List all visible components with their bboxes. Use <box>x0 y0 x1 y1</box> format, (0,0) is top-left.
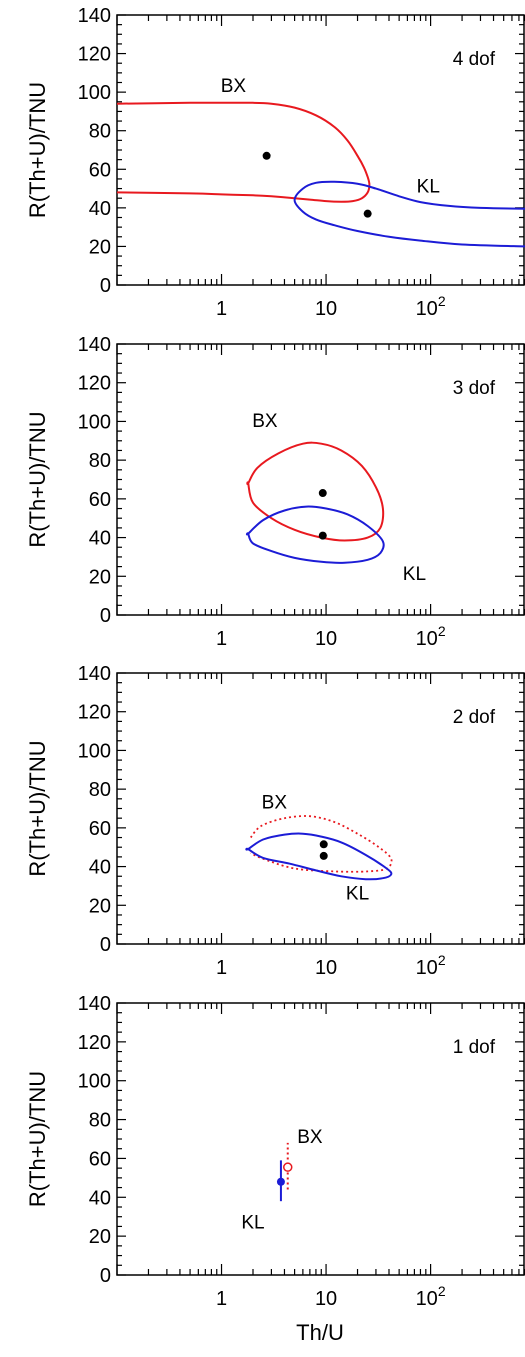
panel-3-dof-label: 2 dof <box>453 707 496 728</box>
panel-4-ytick-label: 20 <box>89 1226 111 1248</box>
panel-3-xtick-label: 1 <box>216 957 227 979</box>
panel-3-ytick-label: 80 <box>89 779 111 801</box>
panel-3-ytick-label: 120 <box>78 702 111 724</box>
panel-4-xtick-label: 1 <box>216 1288 227 1310</box>
panel-1-ytick-label: 0 <box>100 275 111 297</box>
panel-3-best-fit-point <box>319 851 328 860</box>
panel-4-ytick-label: 100 <box>78 1071 111 1093</box>
panel-1-series-bx-contour <box>117 101 371 203</box>
panel-2-ytick-label: 80 <box>89 450 111 472</box>
chart-panel-2-dof: 0 20 40 60 80 100 120 140 1 10 102 R(Th+U)/TNU 2 dof… <box>25 663 525 979</box>
panel-4-ytick-label: 60 <box>89 1148 111 1170</box>
panel-2-ytick-label: 120 <box>78 373 111 395</box>
panel-1-ytick-label: 80 <box>89 121 111 143</box>
panel-4-ytick-label: 120 <box>78 1032 111 1054</box>
panel-1-xtick-label: 10 <box>315 298 337 320</box>
panel-1-dof-label: 4 dof <box>453 49 496 70</box>
panel-1-xtick-label: 102 <box>416 293 446 320</box>
panel-3-ytick-label: 20 <box>89 895 111 917</box>
chart-panel-3-dof: 0 20 40 60 80 100 120 140 1 10 102 R(Th+U)/TNU 3 dof… <box>25 334 525 650</box>
panel-3-best-fit-point <box>319 840 328 849</box>
panel-2-xtick-label: 102 <box>416 623 446 650</box>
panel-3-series-label-kl: KL <box>346 883 369 904</box>
panel-4-series-label-bx: BX <box>297 1127 323 1148</box>
panel-3-ytick-label: 140 <box>78 663 111 685</box>
panel-3-xtick-label: 10 <box>315 957 337 979</box>
panel-2-ytick-label: 60 <box>89 489 111 511</box>
panel-3-ytick-label: 100 <box>78 740 111 762</box>
panel-4-series-kl-point <box>276 1177 285 1186</box>
panel-1-best-fit-point <box>262 151 271 160</box>
panel-1-best-fit-point <box>363 209 372 218</box>
panel-1-ytick-label: 20 <box>89 236 111 258</box>
panel-2-series-label-kl: KL <box>403 564 426 585</box>
panel-1-ytick-label: 120 <box>78 44 111 66</box>
panel-2-series-bx-contour <box>246 441 385 542</box>
panel-2-series-kl-contour <box>245 505 385 564</box>
panel-1-series-label-kl: KL <box>417 176 440 197</box>
panel-4-series-bx-point <box>283 1162 293 1172</box>
x-axis-label: Th/U <box>296 1320 344 1345</box>
panel-4-xtick-label: 10 <box>315 1288 337 1310</box>
panel-4-dof-label: 1 dof <box>453 1037 496 1058</box>
panel-1-series-kl-contour <box>293 180 525 248</box>
panel-4-series-label-kl: KL <box>241 1212 264 1233</box>
panel-3-ytick-label: 0 <box>100 934 111 956</box>
panel-2-ytick-label: 20 <box>89 566 111 588</box>
panel-1-ytick-label: 100 <box>78 82 111 104</box>
panel-4-ytick-label: 80 <box>89 1110 111 1132</box>
panel-2-ytick-label: 0 <box>100 605 111 627</box>
panel-3-ytick-label: 60 <box>89 818 111 840</box>
panel-1-ytick-label: 140 <box>78 5 111 27</box>
panel-1-ytick-label: 40 <box>89 198 111 220</box>
panel-4-ytick-label: 0 <box>100 1265 111 1287</box>
panel-3-y-axis-label: R(Th+U)/TNU <box>25 740 50 876</box>
panel-4-ytick-label: 40 <box>89 1187 111 1209</box>
panel-2-best-fit-point <box>318 531 327 540</box>
panel-2-best-fit-point <box>318 489 327 498</box>
panel-2-series-label-bx: BX <box>252 411 278 432</box>
panel-4-xtick-label: 102 <box>416 1283 446 1310</box>
panel-2-ytick-label: 40 <box>89 528 111 550</box>
panel-1-series-label-bx: BX <box>221 76 247 97</box>
panel-2-y-axis-label: R(Th+U)/TNU <box>25 411 50 547</box>
panel-3-xtick-label: 102 <box>416 952 446 979</box>
panel-2-ytick-label: 140 <box>78 334 111 356</box>
panel-3-series-bx-contour <box>249 815 393 873</box>
panel-1-y-axis-label: R(Th+U)/TNU <box>25 82 50 218</box>
panel-1-xtick-label: 1 <box>216 298 227 320</box>
chart-panel-1-dof: 0 20 40 60 80 100 120 140 1 10 102 R(Th+U)/TNU 1 dof… <box>25 993 525 1310</box>
panel-2-ytick-label: 100 <box>78 411 111 433</box>
panel-3-ytick-label: 40 <box>89 857 111 879</box>
panel-2-xtick-label: 1 <box>216 628 227 650</box>
panel-2-dof-label: 3 dof <box>453 378 496 399</box>
panel-3-series-kl-contour <box>245 832 393 881</box>
panel-4-y-axis-label: R(Th+U)/TNU <box>25 1071 50 1207</box>
chart-panel-4-dof: 0 20 40 60 80 100 120 140 1 10 102 R(Th+U)/TNU 4 dof… <box>25 5 525 320</box>
panel-4-ytick-label: 140 <box>78 993 111 1015</box>
panel-3-series-label-bx: BX <box>262 793 288 814</box>
panel-1-ytick-label: 60 <box>89 159 111 181</box>
panel-2-xtick-label: 10 <box>315 628 337 650</box>
